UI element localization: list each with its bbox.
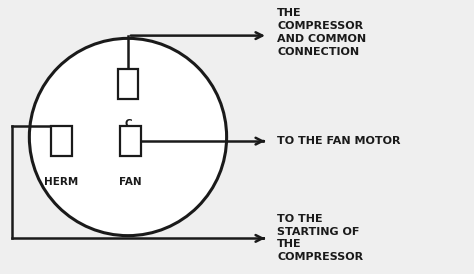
Bar [51,126,72,156]
Ellipse shape [29,38,227,236]
Text: THE
COMPRESSOR
AND COMMON
CONNECTION: THE COMPRESSOR AND COMMON CONNECTION [277,8,366,57]
Text: FAN: FAN [119,177,142,187]
Text: C: C [124,119,132,129]
Bar [120,126,141,156]
Text: TO THE FAN MOTOR: TO THE FAN MOTOR [277,136,401,146]
Text: HERM: HERM [45,177,79,187]
Bar [118,68,138,99]
Text: TO THE
STARTING OF
THE
COMPRESSOR: TO THE STARTING OF THE COMPRESSOR [277,214,364,262]
